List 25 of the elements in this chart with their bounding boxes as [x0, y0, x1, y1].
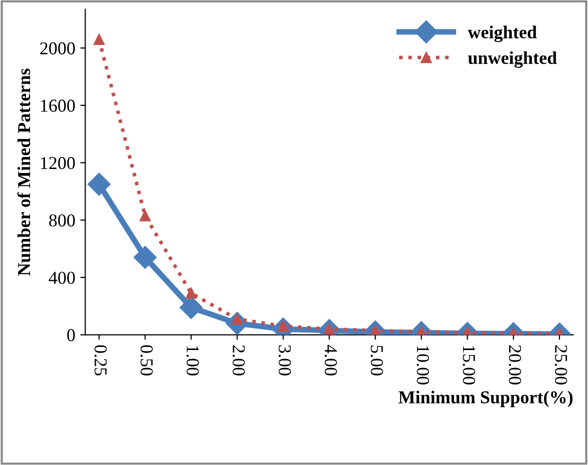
- y-tick-label: 0: [67, 329, 75, 342]
- point: [88, 172, 111, 196]
- legend-label: weighted: [468, 26, 537, 42]
- x-tick-label: 4.00: [324, 344, 337, 376]
- y-tick-label: 1600: [41, 100, 75, 112]
- x-tick-label: 25.00: [554, 345, 568, 384]
- x-tick-label: 15.00: [462, 346, 476, 384]
- point: [134, 246, 157, 269]
- x-tick-label: 0.25: [94, 345, 107, 376]
- y-tick-label: 800: [49, 214, 75, 227]
- x-tick-label: 1.00: [186, 346, 199, 376]
- y-axis-title: Number of Mined Patterns: [17, 68, 30, 276]
- x-axis-title: Minimum Support(%): [398, 390, 573, 408]
- x-tick-label: 20.00: [508, 345, 522, 384]
- point: [140, 210, 151, 222]
- y-tick-label: 2000: [40, 42, 75, 54]
- y-tick-label: 1200: [41, 156, 75, 170]
- y-tick-label: 400: [48, 272, 75, 284]
- legend-label: unweighted: [468, 51, 557, 68]
- x-tick-label: 10.00: [416, 346, 430, 384]
- x-tick-label: 0.50: [140, 345, 153, 376]
- point: [186, 288, 197, 299]
- x-tick-label: 3.00: [278, 345, 291, 376]
- x-tick-label: 2.00: [232, 345, 245, 376]
- x-tick-label: 5.00: [370, 346, 383, 376]
